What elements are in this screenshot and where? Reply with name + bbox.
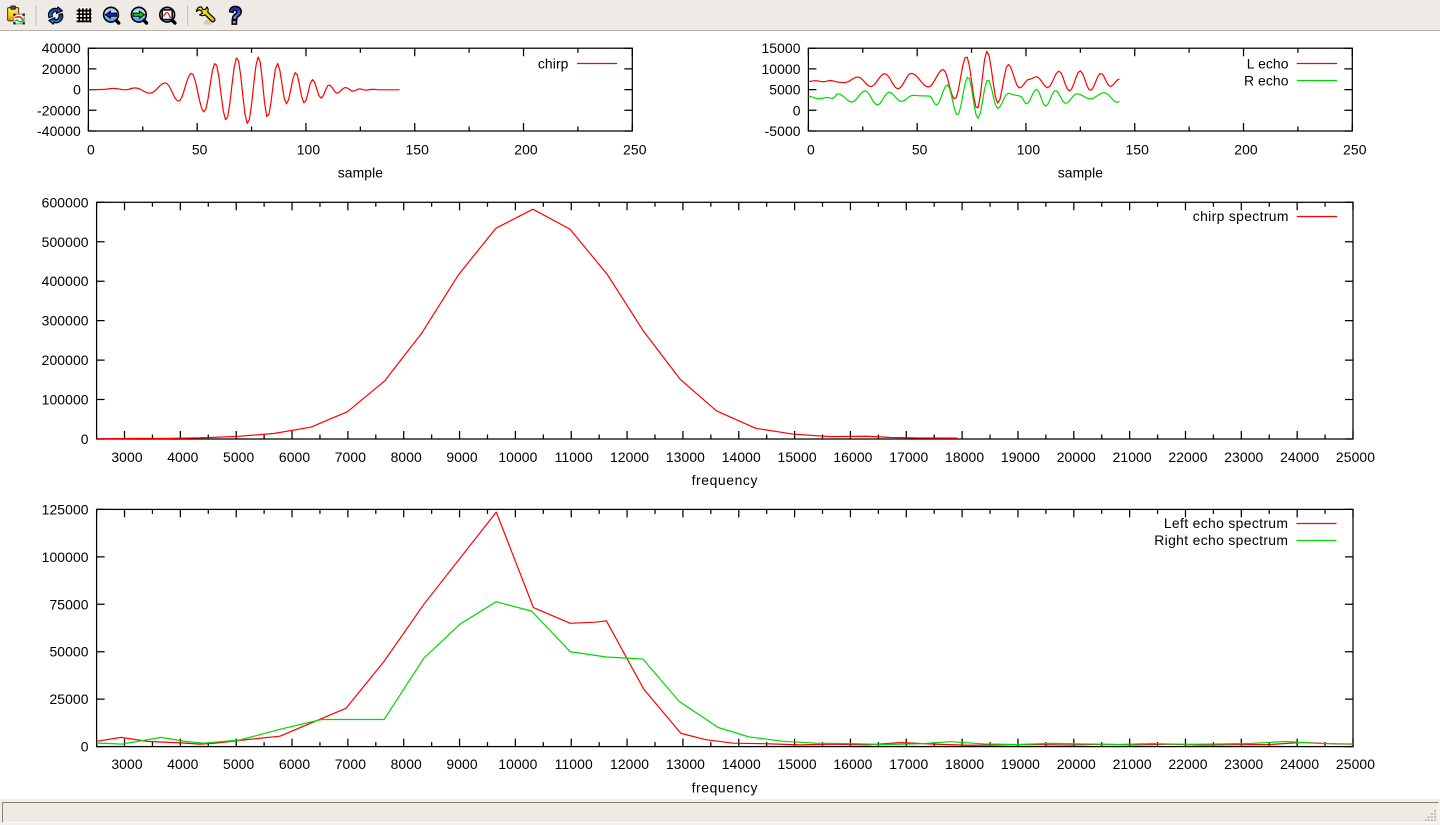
svg-text:8000: 8000 [391, 449, 422, 465]
svg-text:0: 0 [73, 82, 81, 98]
svg-text:5000: 5000 [223, 449, 254, 465]
svg-text:16000: 16000 [833, 756, 872, 772]
svg-text:18000: 18000 [945, 756, 984, 772]
svg-text:24000: 24000 [1280, 449, 1319, 465]
svg-text:11000: 11000 [555, 449, 593, 465]
svg-text:14000: 14000 [722, 449, 761, 465]
svg-text:-20000: -20000 [37, 102, 81, 118]
svg-text:12000: 12000 [610, 449, 649, 465]
svg-text:7000: 7000 [335, 756, 366, 772]
svg-text:22000: 22000 [1168, 449, 1207, 465]
svg-text:10000: 10000 [498, 756, 537, 772]
svg-text:4000: 4000 [167, 449, 198, 465]
svg-text:14000: 14000 [722, 756, 761, 772]
svg-text:100000: 100000 [42, 392, 89, 408]
svg-text:150: 150 [405, 142, 429, 158]
svg-text:500000: 500000 [42, 234, 89, 250]
svg-text:13000: 13000 [666, 449, 705, 465]
svg-text:200: 200 [514, 142, 538, 158]
svg-text:150: 150 [1125, 142, 1149, 158]
svg-text:0: 0 [81, 431, 89, 447]
svg-text:5000: 5000 [769, 82, 800, 98]
svg-text:17000: 17000 [889, 756, 928, 772]
svg-text:10000: 10000 [761, 61, 800, 77]
svg-text:25000: 25000 [1336, 756, 1375, 772]
svg-text:10000: 10000 [498, 449, 537, 465]
svg-text:23000: 23000 [1224, 756, 1263, 772]
svg-text:15000: 15000 [761, 40, 800, 56]
svg-text:sample: sample [1058, 164, 1104, 180]
svg-text:16000: 16000 [833, 449, 872, 465]
svg-text:600000: 600000 [42, 194, 89, 210]
svg-text:22000: 22000 [1168, 756, 1207, 772]
svg-text:-5000: -5000 [765, 123, 801, 139]
svg-text:40000: 40000 [42, 40, 81, 56]
svg-text:50: 50 [912, 142, 928, 158]
svg-text:15000: 15000 [778, 449, 817, 465]
svg-text:4000: 4000 [167, 756, 198, 772]
svg-text:21000: 21000 [1113, 756, 1152, 772]
svg-text:-40000: -40000 [37, 123, 81, 139]
svg-text:R echo: R echo [1244, 72, 1289, 88]
svg-text:Left echo spectrum: Left echo spectrum [1164, 515, 1288, 531]
svg-text:20000: 20000 [1057, 449, 1096, 465]
svg-text:0: 0 [793, 102, 801, 118]
svg-text:13000: 13000 [666, 756, 705, 772]
svg-text:400000: 400000 [42, 273, 89, 289]
svg-text:25000: 25000 [49, 691, 88, 707]
svg-text:200000: 200000 [42, 352, 89, 368]
svg-text:250: 250 [1343, 142, 1367, 158]
svg-text:20000: 20000 [42, 61, 81, 77]
svg-text:24000: 24000 [1280, 756, 1319, 772]
svg-text:15000: 15000 [778, 756, 817, 772]
svg-text:25000: 25000 [1336, 449, 1375, 465]
svg-text:20000: 20000 [1057, 756, 1096, 772]
svg-text:0: 0 [87, 142, 95, 158]
svg-text:200: 200 [1234, 142, 1258, 158]
svg-text:5000: 5000 [223, 756, 254, 772]
svg-text:0: 0 [81, 739, 89, 755]
svg-text:11000: 11000 [555, 756, 593, 772]
svg-text:chirp spectrum: chirp spectrum [1193, 208, 1289, 224]
svg-text:3000: 3000 [111, 756, 142, 772]
svg-text:19000: 19000 [1001, 449, 1040, 465]
svg-text:8000: 8000 [391, 756, 422, 772]
svg-text:50: 50 [192, 142, 208, 158]
svg-text:7000: 7000 [335, 449, 366, 465]
svg-text:3000: 3000 [111, 449, 142, 465]
svg-text:100: 100 [297, 142, 321, 158]
svg-text:0: 0 [807, 142, 815, 158]
svg-text:50000: 50000 [49, 644, 88, 660]
svg-text:6000: 6000 [279, 449, 310, 465]
svg-text:frequency: frequency [692, 780, 758, 796]
svg-text:sample: sample [338, 164, 384, 180]
svg-text:250: 250 [623, 142, 647, 158]
svg-text:17000: 17000 [889, 449, 928, 465]
svg-text:L echo: L echo [1247, 55, 1289, 71]
svg-text:6000: 6000 [279, 756, 310, 772]
svg-text:21000: 21000 [1113, 449, 1152, 465]
svg-text:Right echo spectrum: Right echo spectrum [1154, 532, 1288, 548]
svg-text:75000: 75000 [49, 596, 88, 612]
svg-text:100: 100 [1017, 142, 1041, 158]
svg-text:300000: 300000 [42, 313, 89, 329]
svg-text:12000: 12000 [610, 756, 649, 772]
svg-text:chirp: chirp [538, 55, 569, 71]
svg-text:125000: 125000 [42, 501, 89, 517]
svg-text:9000: 9000 [446, 756, 477, 772]
svg-text:frequency: frequency [692, 472, 758, 488]
svg-text:19000: 19000 [1001, 756, 1040, 772]
svg-text:9000: 9000 [446, 449, 477, 465]
svg-text:100000: 100000 [42, 549, 89, 565]
svg-text:23000: 23000 [1224, 449, 1263, 465]
svg-text:18000: 18000 [945, 449, 984, 465]
